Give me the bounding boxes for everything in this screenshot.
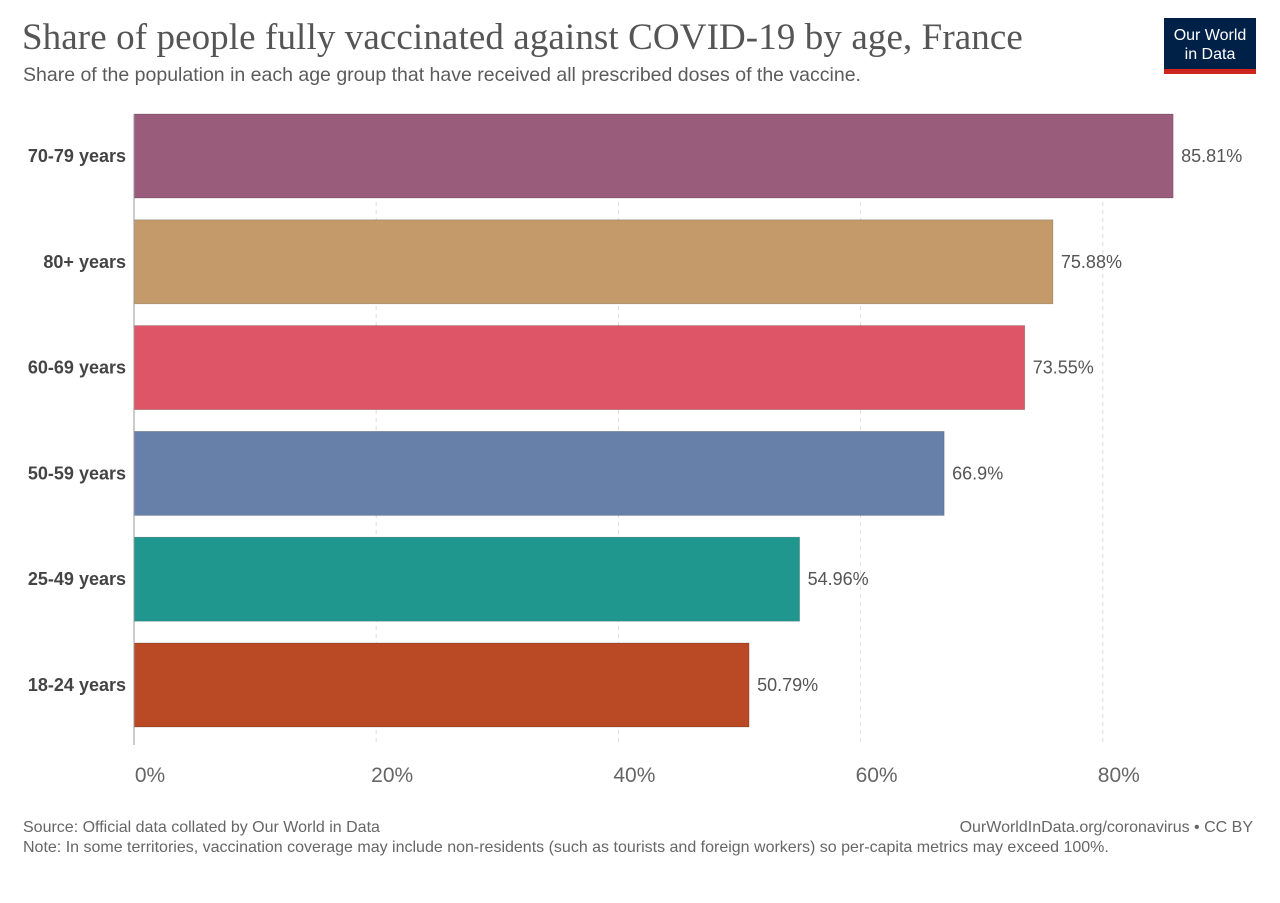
- x-tick-label: 60%: [856, 764, 898, 787]
- value-label: 50.79%: [757, 675, 818, 695]
- bar[interactable]: [133, 536, 800, 622]
- bar[interactable]: [133, 431, 945, 516]
- category-label: 70-79 years: [28, 146, 126, 166]
- x-tick-label: 20%: [371, 764, 413, 787]
- category-label: 50-59 years: [28, 463, 126, 483]
- x-tick-label: 0%: [135, 764, 165, 787]
- logo-line-1: Our World: [1173, 27, 1247, 44]
- x-tick-label: 40%: [613, 764, 655, 787]
- category-label: 60-69 years: [28, 358, 126, 378]
- owid-logo[interactable]: Our World in Data: [1164, 18, 1256, 74]
- logo-line-2: in Data: [1184, 46, 1236, 63]
- value-label: 54.96%: [808, 569, 869, 589]
- chart-title: Share of people fully vaccinated against…: [22, 17, 1023, 58]
- category-label: 25-49 years: [28, 569, 126, 589]
- value-label: 66.9%: [952, 463, 1003, 483]
- grid-lines: [375, 114, 1104, 745]
- source-text: Source: Official data collated by Our Wo…: [23, 819, 380, 836]
- category-label: 80+ years: [43, 252, 126, 272]
- category-label: 18-24 years: [28, 675, 126, 695]
- bar[interactable]: [133, 642, 750, 728]
- bar-chart: 70-79 years 85.81% 80+ years 75.88% 60-69 ye…: [28, 113, 1242, 787]
- note-text: Note: In some territories, vaccination c…: [23, 839, 1109, 856]
- footer-notes: Source: Official data collated by Our Wo…: [23, 818, 1203, 858]
- footer-link[interactable]: OurWorldInData.org/coronavirus • CC BY: [959, 819, 1253, 836]
- bar[interactable]: [133, 113, 1174, 199]
- bar[interactable]: [133, 219, 1054, 305]
- value-label: 75.88%: [1061, 252, 1122, 272]
- value-label: 73.55%: [1033, 358, 1094, 378]
- value-label: 85.81%: [1181, 146, 1242, 166]
- chart-subtitle: Share of the population in each age grou…: [23, 64, 861, 86]
- bar[interactable]: [133, 325, 1026, 410]
- axis: 0% 20% 40% 60% 80%: [133, 114, 1140, 787]
- bars: 70-79 years 85.81% 80+ years 75.88% 60-69 ye…: [28, 113, 1242, 728]
- x-tick-label: 80%: [1098, 764, 1140, 787]
